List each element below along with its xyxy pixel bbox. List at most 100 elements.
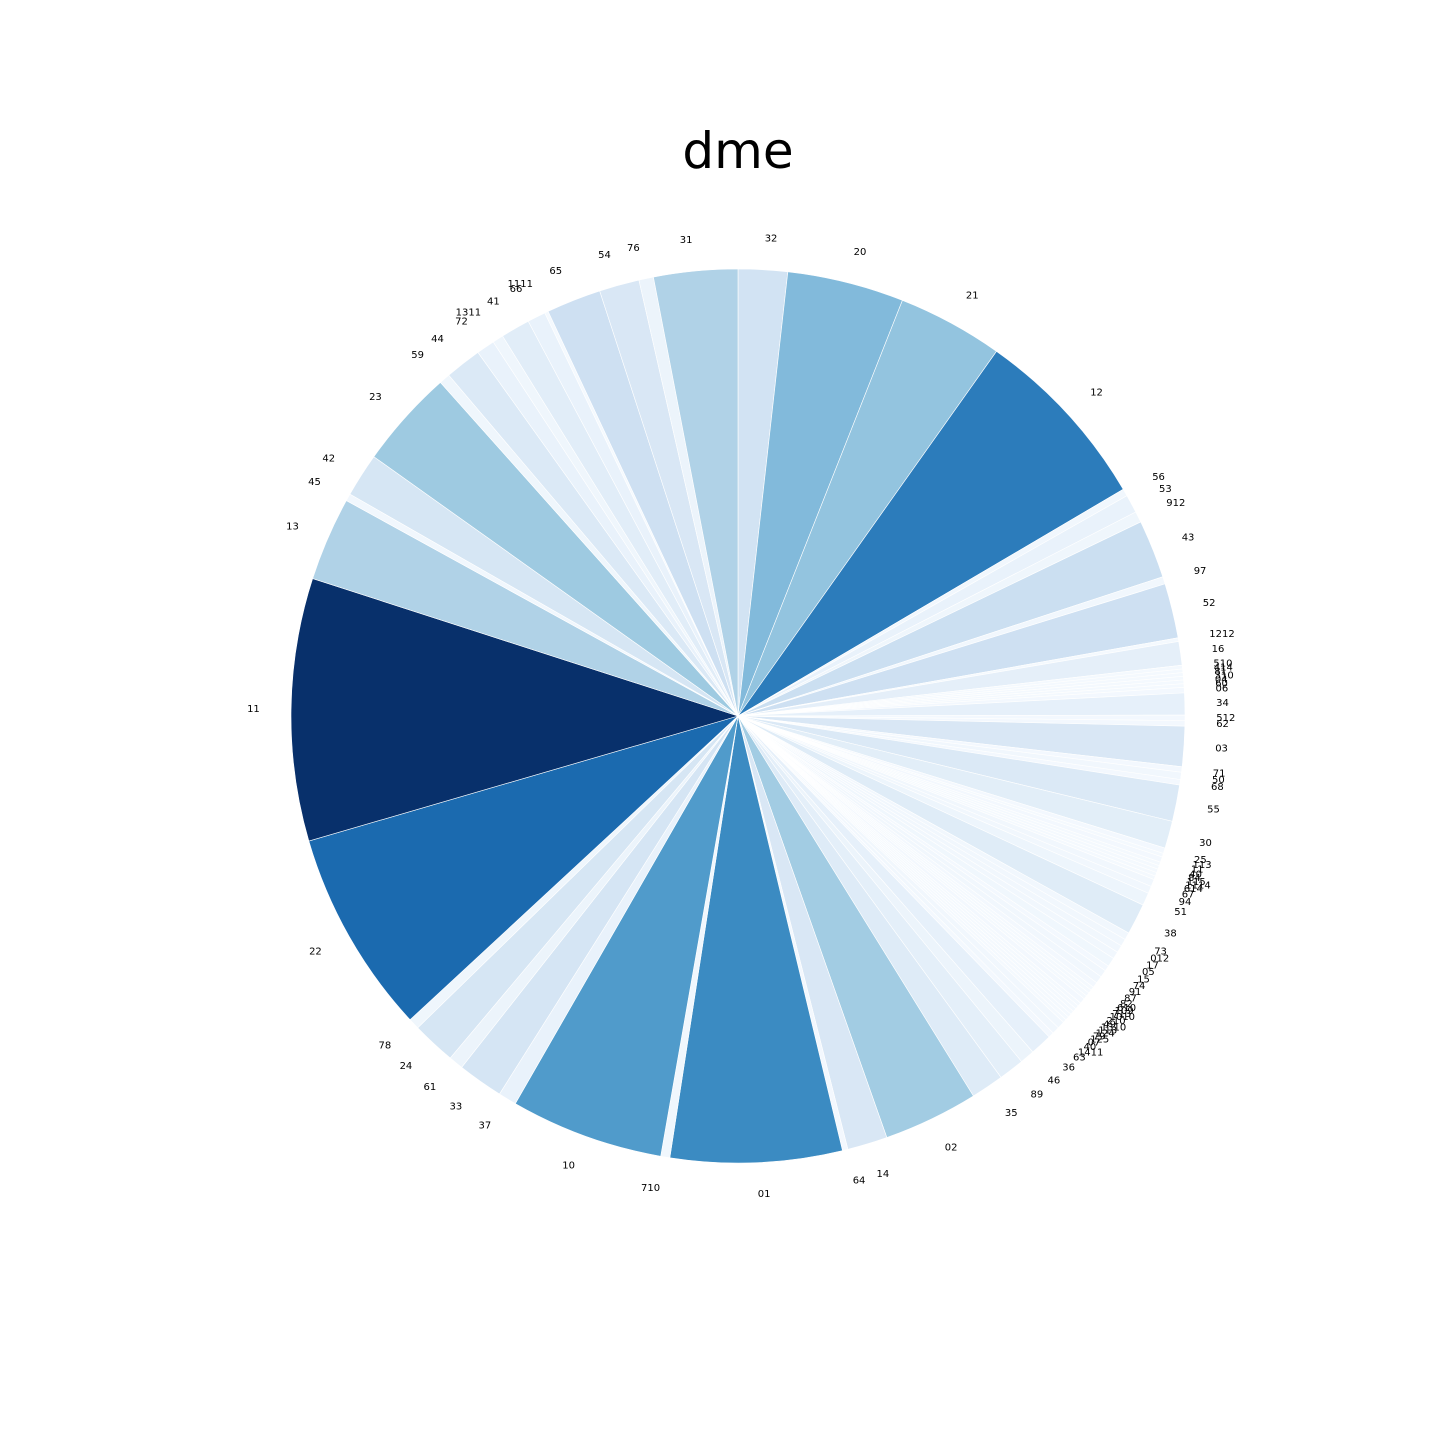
slice-label-25: 25 <box>1194 855 1207 866</box>
slice-label-109: 109 <box>1115 1006 1134 1017</box>
slice-label-62: 62 <box>1216 719 1229 730</box>
slice-label-53: 53 <box>1159 484 1172 495</box>
slice-label-04: 04 <box>1215 674 1228 685</box>
slice-label-1311: 1311 <box>456 308 481 319</box>
slice-label-52: 52 <box>1203 598 1216 609</box>
slice-label-94: 94 <box>1179 897 1192 908</box>
slice-label-124: 124 <box>1096 1029 1115 1040</box>
pie-slice-12 <box>737 350 1124 717</box>
slice-label-34: 34 <box>1216 698 1229 709</box>
slice-label-56: 56 <box>1152 472 1165 483</box>
slice-label-610: 610 <box>1117 1003 1136 1014</box>
chart-title: dme <box>682 122 793 180</box>
slice-label-11: 11 <box>1191 865 1204 876</box>
slice-label-76: 76 <box>627 243 640 254</box>
slice-label-54: 54 <box>598 250 611 261</box>
slice-label-912: 912 <box>1166 498 1185 509</box>
slice-label-41: 41 <box>487 296 500 307</box>
slice-label-42: 42 <box>322 453 335 464</box>
slice-label-84: 84 <box>1188 873 1201 884</box>
slice-label-74: 74 <box>1133 981 1146 992</box>
slice-label-713: 713 <box>1112 1009 1131 1020</box>
slice-label-79: 79 <box>1093 1032 1106 1043</box>
slice-label-49: 49 <box>1103 1020 1116 1031</box>
slice-label-91: 91 <box>1129 987 1142 998</box>
slice-label-13: 13 <box>286 521 299 532</box>
slice-label-64: 64 <box>853 1175 866 1186</box>
slice-label-02: 02 <box>945 1142 958 1153</box>
slice-label-125: 125 <box>1090 1035 1109 1046</box>
slice-label-10: 10 <box>562 1161 575 1172</box>
slice-label-05: 05 <box>1142 967 1155 978</box>
slice-label-55: 55 <box>1207 804 1220 815</box>
slice-label-43: 43 <box>1182 532 1195 543</box>
slice-label-210: 210 <box>1107 1016 1126 1027</box>
slice-label-414: 414 <box>1214 663 1233 674</box>
slice-label-01: 01 <box>758 1189 771 1200</box>
pie-slice-31 <box>653 268 739 717</box>
slice-label-97: 97 <box>1194 566 1207 577</box>
slice-label-35: 35 <box>1005 1108 1018 1119</box>
slice-label-21: 21 <box>966 291 979 302</box>
slice-label-60: 60 <box>1215 678 1228 689</box>
slice-label-30: 30 <box>1199 838 1212 849</box>
slice-label-115: 115 <box>1187 877 1206 888</box>
slice-label-81: 81 <box>1214 667 1227 678</box>
slice-label-17: 17 <box>1146 960 1159 971</box>
slice-label-20: 20 <box>854 247 867 258</box>
slice-label-06: 06 <box>1216 683 1229 694</box>
slice-label-46: 46 <box>1048 1076 1061 1087</box>
slice-label-59: 59 <box>411 350 424 361</box>
slice-label-63: 63 <box>1073 1052 1086 1063</box>
slice-label-11: 11 <box>247 704 260 715</box>
slice-label-07: 07 <box>1088 1038 1101 1049</box>
slice-label-45: 45 <box>308 477 321 488</box>
slice-label-37: 37 <box>478 1121 491 1132</box>
slice-label-68: 68 <box>1211 782 1224 793</box>
slice-label-87: 87 <box>1124 993 1137 1004</box>
slice-label-40: 40 <box>1189 869 1202 880</box>
slice-label-22: 22 <box>309 947 322 958</box>
slice-label-1010: 1010 <box>1110 1012 1135 1023</box>
pie-slices <box>290 268 1186 1164</box>
slice-label-82: 82 <box>1120 999 1133 1010</box>
pie-slice-01 <box>669 715 843 1164</box>
slice-label-710: 710 <box>641 1183 660 1194</box>
pie-slice-22 <box>308 715 739 1021</box>
slice-label-72: 72 <box>455 316 468 327</box>
slice-label-40: 40 <box>1084 1042 1097 1053</box>
slice-label-36: 36 <box>1062 1063 1075 1074</box>
slice-label-66: 66 <box>510 284 523 295</box>
slice-label-113: 113 <box>1193 860 1212 871</box>
slice-label-15: 15 <box>1137 975 1150 986</box>
slice-label-71: 71 <box>1213 768 1226 779</box>
slice-label-310: 310 <box>1215 671 1234 682</box>
slice-label-44: 44 <box>431 334 444 345</box>
pie-slice-10 <box>514 715 739 1157</box>
slice-label-012: 012 <box>1150 954 1169 965</box>
slice-label-67: 67 <box>1182 890 1195 901</box>
slice-label-1310: 1310 <box>1101 1023 1126 1034</box>
slice-label-31: 31 <box>680 235 693 246</box>
slice-label-61: 61 <box>423 1082 436 1093</box>
slice-label-512: 512 <box>1216 713 1235 724</box>
slice-label-23: 23 <box>369 392 382 403</box>
slice-label-510: 510 <box>1213 659 1232 670</box>
slice-label-614: 614 <box>1184 884 1203 895</box>
pie-slice-11 <box>290 578 740 842</box>
slice-label-73: 73 <box>1154 947 1167 958</box>
slice-label-50: 50 <box>1212 775 1225 786</box>
slice-label-1411: 1411 <box>1078 1047 1103 1058</box>
slice-label-14: 14 <box>877 1169 890 1180</box>
slice-label-1111: 1111 <box>508 279 533 290</box>
slice-label-113: 113 <box>1098 1026 1117 1037</box>
slice-label-12: 12 <box>1090 387 1103 398</box>
slice-label-24: 24 <box>400 1061 413 1072</box>
slice-label-1114: 1114 <box>1185 881 1210 892</box>
slice-label-1212: 1212 <box>1209 629 1234 640</box>
slice-label-51: 51 <box>1174 907 1187 918</box>
slice-label-16: 16 <box>1212 644 1225 655</box>
slice-label-65: 65 <box>549 266 562 277</box>
